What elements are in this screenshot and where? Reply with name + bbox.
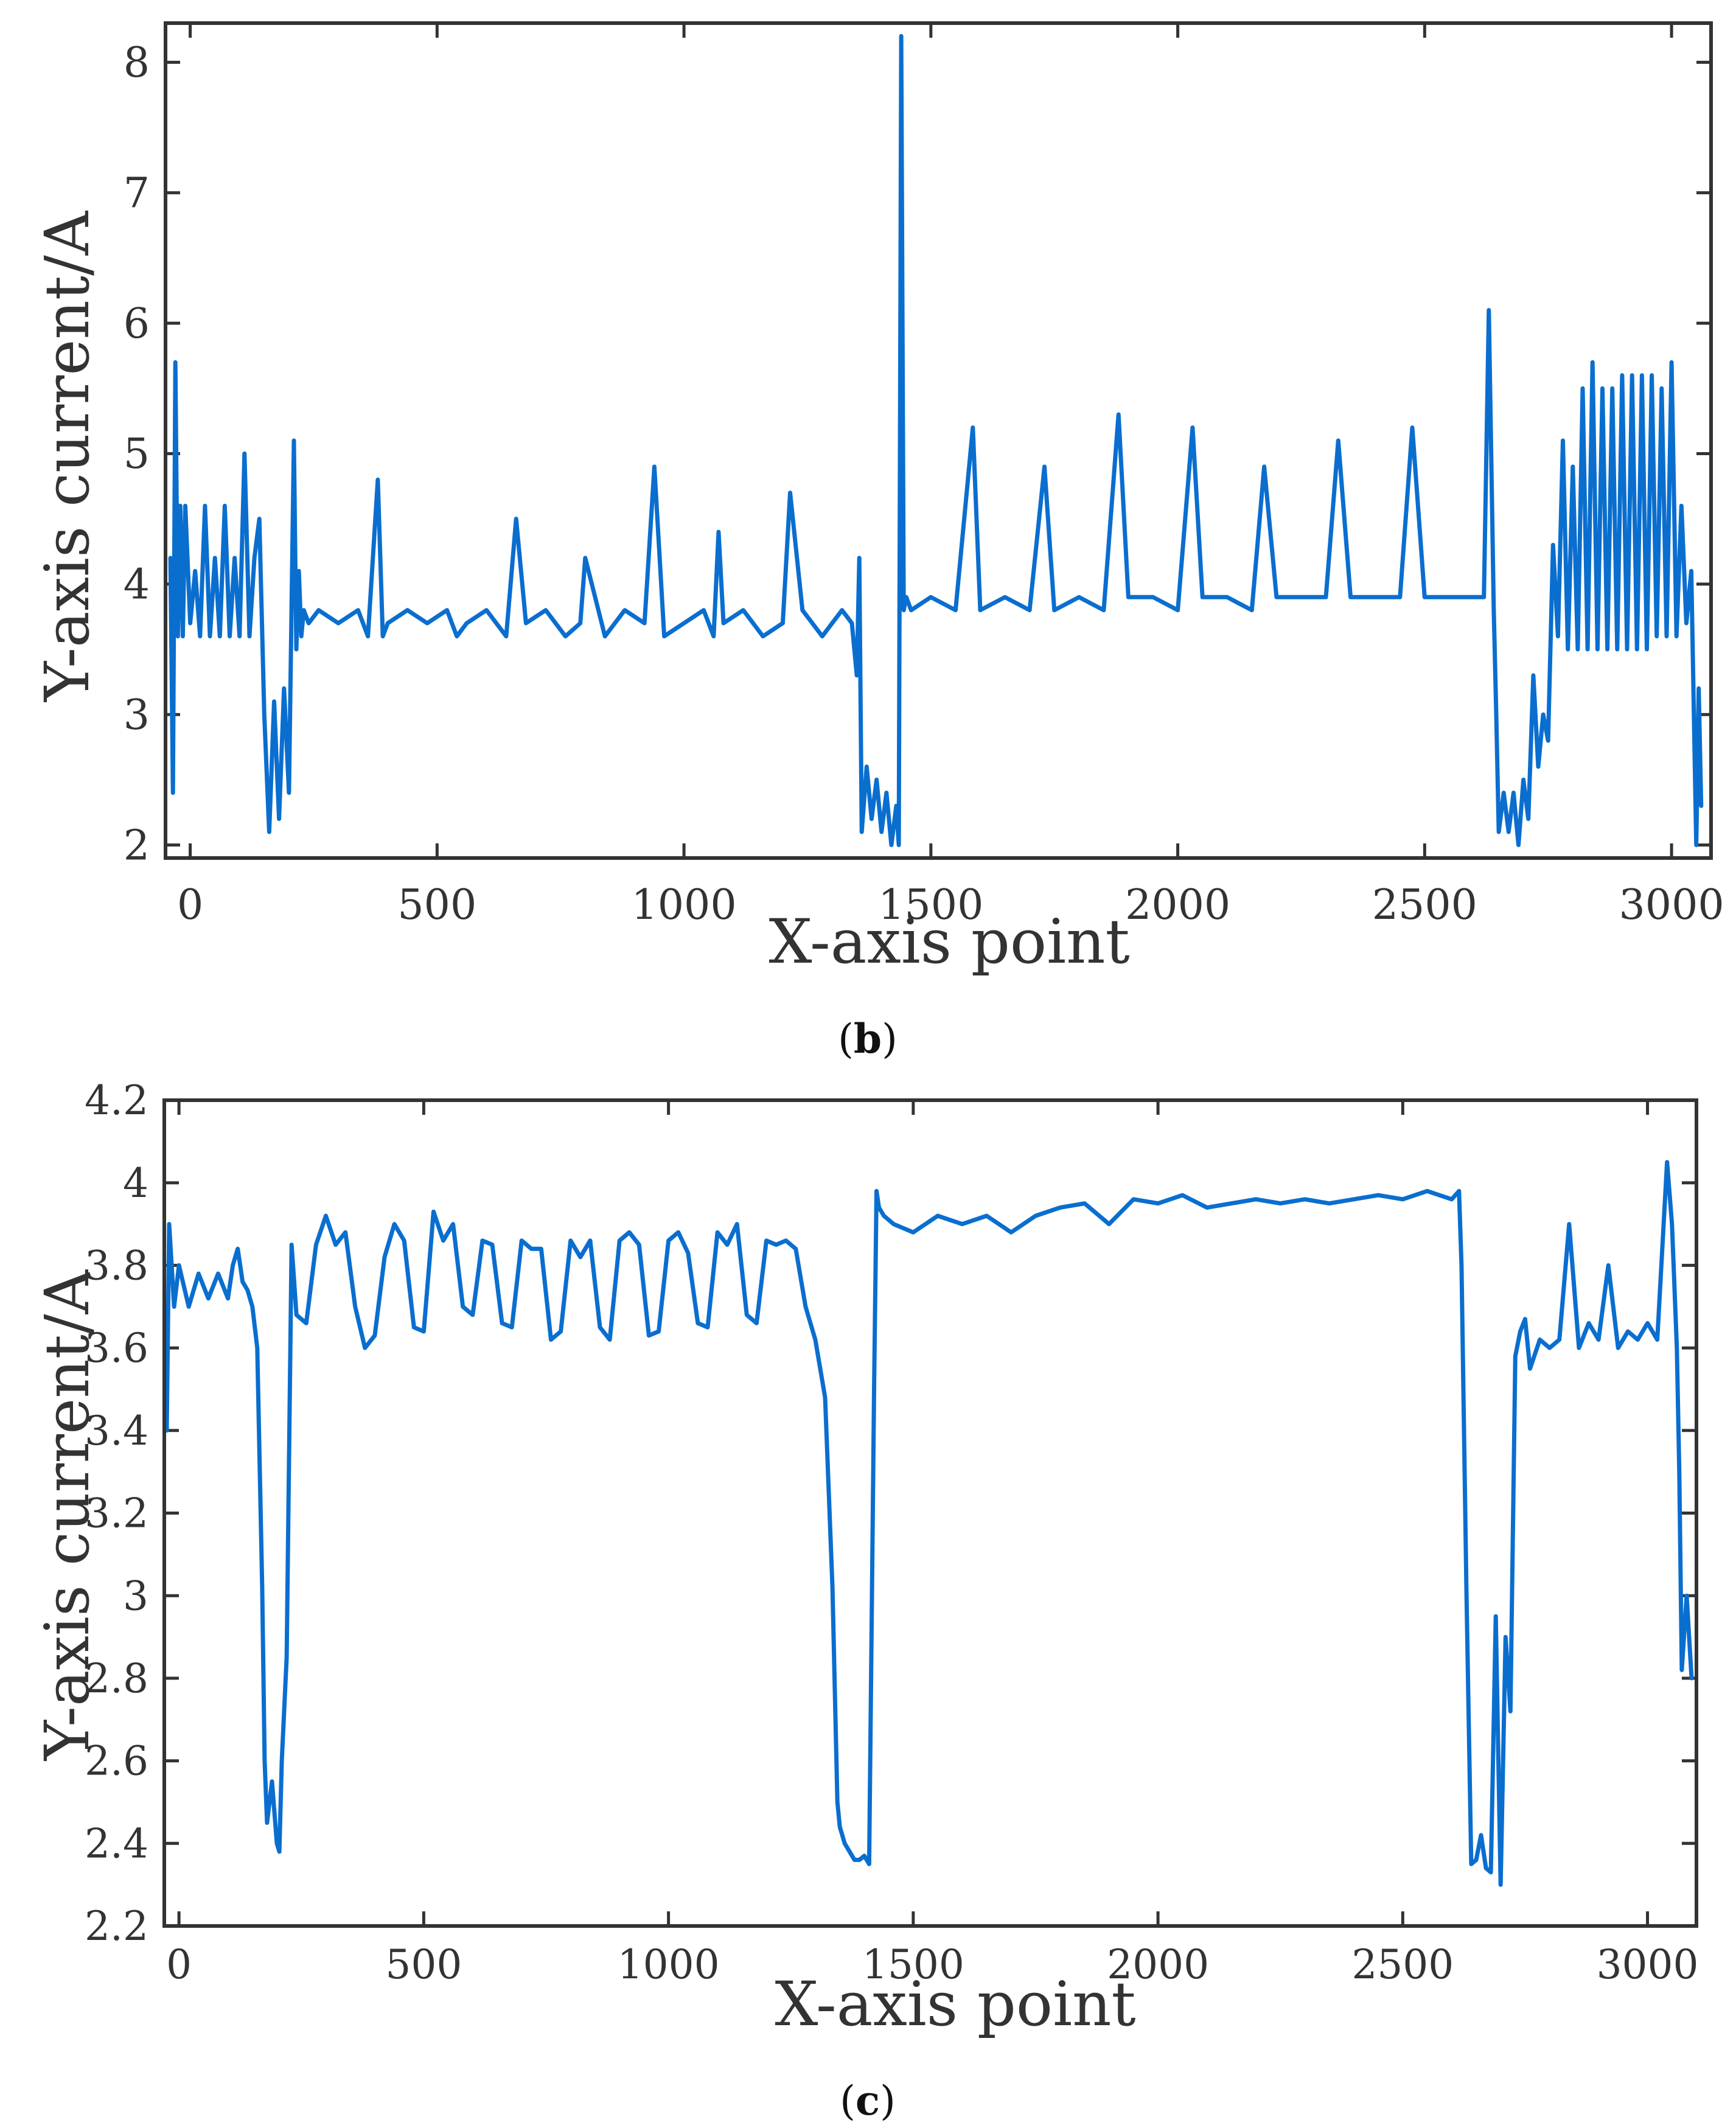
panel-b-caption-letter: b xyxy=(854,1015,882,1062)
x-tick-label: 2500 xyxy=(1351,1941,1454,1988)
y-tick-label: 3.6 xyxy=(85,1325,148,1372)
panel-b-caption-close: ) xyxy=(882,1016,898,1062)
y-tick-label: 4.2 xyxy=(85,1077,148,1124)
panel-c-plot-frame xyxy=(162,1098,1698,1928)
x-tick-label: 2000 xyxy=(1125,881,1230,929)
x-tick-label: 3000 xyxy=(1619,881,1724,929)
panel-c-y-axis-title: Y-axis current/A xyxy=(32,1269,103,1761)
x-tick-label: 2000 xyxy=(1107,1941,1209,1988)
panel-b-x-axis-title: X-axis point xyxy=(769,906,1129,977)
x-tick-label: 500 xyxy=(385,1941,462,1988)
y-tick-label: 2 xyxy=(124,822,150,870)
y-tick-label: 3 xyxy=(123,1572,148,1619)
y-tick-label: 3 xyxy=(124,691,150,739)
y-tick-label: 2.4 xyxy=(85,1820,148,1867)
x-tick-label: 1000 xyxy=(632,881,737,929)
x-tick-label: 2500 xyxy=(1372,881,1477,929)
y-tick-label: 2.8 xyxy=(85,1655,148,1702)
panel-b-plot-frame xyxy=(164,21,1713,860)
panel-b-tick-labels: 0 500 1000 1500 2000 2500 3000 2 3 4 5 6 7 8 xyxy=(124,39,1724,929)
panel-c-caption-open: ( xyxy=(840,2077,856,2124)
panel-c-caption: (c) xyxy=(840,2077,896,2124)
x-tick-label: 1500 xyxy=(862,1941,964,1988)
panel-c-caption-letter: c xyxy=(856,2077,880,2124)
x-tick-label: 1000 xyxy=(618,1941,720,1988)
y-tick-label: 2.6 xyxy=(85,1738,148,1785)
y-tick-label: 3.4 xyxy=(85,1408,148,1454)
panel-c-plot-area xyxy=(164,1160,1694,1887)
panel-c-x-axis-title: X-axis point xyxy=(775,1969,1135,2040)
chart-panel-b: 0 500 1000 1500 2000 2500 3000 2 3 4 5 6 7 8 X-axis p… xyxy=(32,21,1724,1062)
y-tick-label: 8 xyxy=(124,39,150,87)
chart-panel-c: 0 500 1000 1500 2000 2500 3000 2.2 2.4 2.6 2.8 3 3.2… xyxy=(32,1077,1699,2124)
series-line-b-0 xyxy=(168,33,1704,848)
x-tick-label: 1500 xyxy=(878,881,983,929)
x-tick-label: 3000 xyxy=(1597,1941,1699,1988)
x-tick-label: 0 xyxy=(166,1941,192,1988)
series-line-c-0 xyxy=(164,1160,1694,1887)
y-tick-label: 6 xyxy=(124,300,150,348)
x-tick-label: 500 xyxy=(397,881,476,929)
y-tick-label: 4 xyxy=(123,1160,148,1207)
panel-b-y-axis-title: Y-axis current/A xyxy=(32,210,103,702)
y-tick-label: 3.2 xyxy=(85,1490,148,1537)
y-tick-label: 2.2 xyxy=(85,1903,148,1950)
panel-b-caption: (b) xyxy=(838,1015,898,1062)
y-tick-label: 5 xyxy=(124,430,150,478)
panel-b-plot-area xyxy=(168,33,1704,848)
y-tick-label: 3.8 xyxy=(85,1243,148,1289)
y-tick-label: 7 xyxy=(124,169,150,217)
panel-b-ticks xyxy=(166,23,1711,858)
x-tick-label: 0 xyxy=(177,881,203,929)
panel-c-caption-close: ) xyxy=(880,2077,896,2124)
panel-c-tick-labels: 0 500 1000 1500 2000 2500 3000 2.2 2.4 2.6 2.8 3 3.2… xyxy=(85,1077,1699,1988)
y-tick-label: 4 xyxy=(124,561,150,609)
panel-b-caption-open: ( xyxy=(838,1016,854,1062)
